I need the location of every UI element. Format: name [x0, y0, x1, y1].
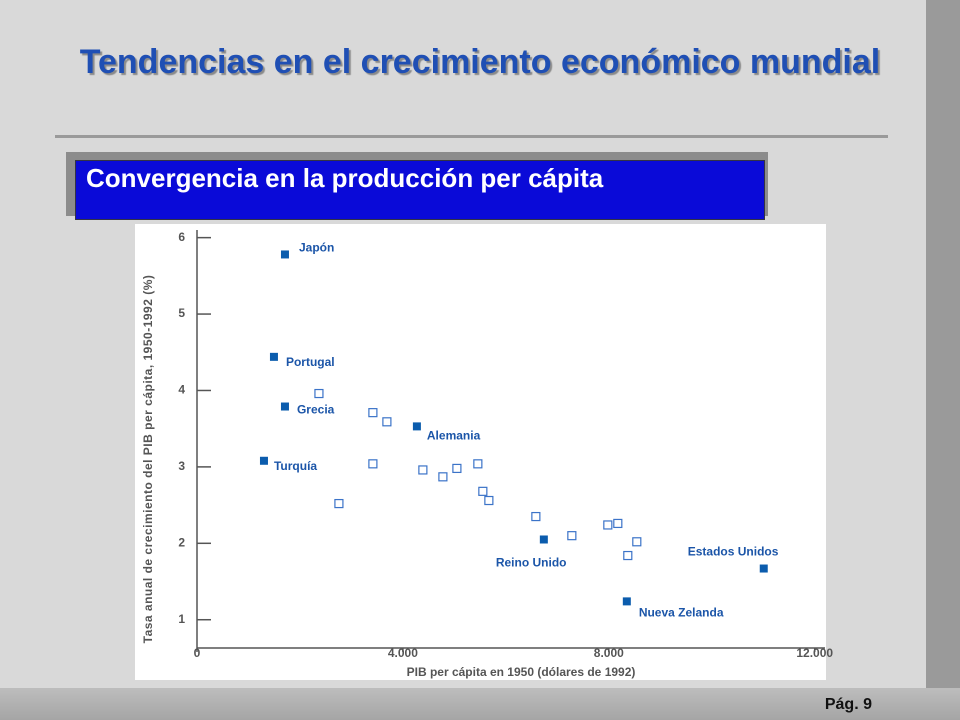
point [280, 402, 289, 411]
x-tick-label: 8.000 [594, 646, 624, 660]
point [567, 531, 577, 541]
subtitle: Convergencia en la producción per cápita [75, 160, 765, 220]
point [484, 495, 494, 506]
point [269, 352, 278, 361]
point [632, 537, 642, 547]
point [603, 520, 613, 530]
point [368, 459, 378, 469]
point [473, 459, 483, 469]
point-label: Nueva Zelanda [639, 606, 724, 620]
y-axis-label: Tasa anual de crecimiento del PIB per cá… [141, 275, 155, 644]
chart-panel [135, 224, 826, 680]
point [334, 498, 344, 509]
point-label: Reino Unido [496, 556, 567, 570]
point [531, 511, 541, 522]
frame-edge [926, 0, 960, 720]
y-tick-label: 3 [178, 459, 185, 473]
point [759, 564, 768, 573]
point [539, 535, 548, 544]
point [382, 417, 392, 427]
x-tick-label: 0 [194, 646, 201, 660]
x-tick-label: 12.000 [796, 646, 833, 660]
point [259, 456, 268, 465]
slide-title: Tendencias en el crecimiento económico m… [79, 43, 881, 81]
point-label: Turquía [274, 459, 317, 473]
point [412, 422, 421, 431]
point [623, 550, 633, 561]
point [613, 518, 623, 529]
point-label: Portugal [286, 355, 335, 369]
point [438, 472, 448, 482]
point-label: Japón [299, 241, 334, 255]
point [418, 465, 428, 475]
y-tick-label: 6 [178, 230, 185, 244]
y-tick-label: 1 [178, 612, 185, 626]
x-axis-label: PIB per cápita en 1950 (dólares de 1992) [407, 665, 636, 679]
point [452, 463, 462, 474]
point [478, 486, 488, 496]
point [622, 597, 631, 606]
y-tick-label: 4 [178, 383, 185, 397]
point [368, 408, 378, 418]
x-tick-label: 4.000 [388, 646, 418, 660]
divider [55, 135, 888, 138]
point-label: Estados Unidos [688, 545, 779, 559]
point [280, 250, 289, 259]
frame-edge [0, 688, 960, 720]
point-label: Grecia [297, 403, 335, 417]
y-tick-label: 2 [178, 535, 185, 549]
point [314, 388, 324, 399]
page-number: Pág. 9 [824, 696, 872, 713]
y-tick-label: 5 [178, 306, 185, 320]
point-label: Alemania [427, 429, 481, 443]
